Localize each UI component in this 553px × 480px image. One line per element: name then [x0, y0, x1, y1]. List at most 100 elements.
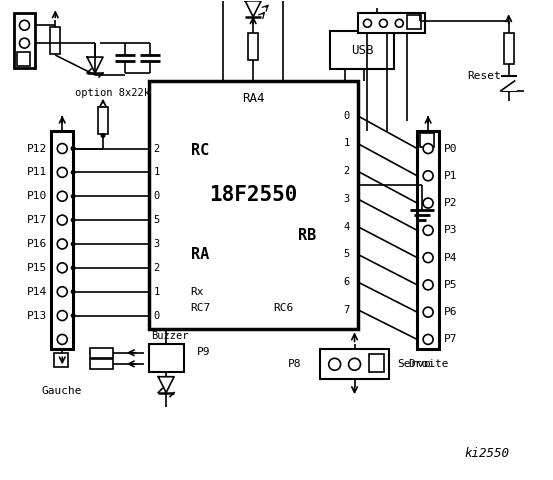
Circle shape — [58, 239, 67, 249]
Text: 5: 5 — [343, 249, 349, 259]
Circle shape — [19, 20, 29, 30]
Circle shape — [348, 358, 361, 370]
Text: 4: 4 — [343, 221, 349, 231]
Text: 3: 3 — [343, 194, 349, 204]
Circle shape — [71, 194, 76, 199]
Circle shape — [423, 280, 433, 290]
Text: 1: 1 — [154, 168, 160, 178]
Circle shape — [423, 198, 433, 208]
Text: 0: 0 — [154, 311, 160, 321]
Circle shape — [58, 144, 67, 154]
Text: P2: P2 — [444, 198, 457, 208]
Text: 3: 3 — [154, 239, 160, 249]
Text: P11: P11 — [27, 168, 48, 178]
Circle shape — [71, 146, 76, 151]
Circle shape — [71, 217, 76, 223]
Text: P17: P17 — [27, 215, 48, 225]
Circle shape — [71, 313, 76, 318]
Text: P13: P13 — [27, 311, 48, 321]
Text: 0: 0 — [343, 111, 349, 121]
Circle shape — [58, 192, 67, 201]
Circle shape — [423, 252, 433, 263]
Text: P8: P8 — [288, 359, 301, 369]
Text: 7: 7 — [343, 305, 349, 314]
Text: P4: P4 — [444, 252, 457, 263]
Text: USB: USB — [351, 44, 373, 57]
Circle shape — [71, 241, 76, 246]
Circle shape — [423, 307, 433, 317]
Text: P16: P16 — [27, 239, 48, 249]
Circle shape — [71, 289, 76, 294]
Text: P9: P9 — [197, 348, 210, 357]
Bar — [50, 27, 60, 54]
Circle shape — [363, 19, 372, 27]
Text: Gauche: Gauche — [42, 386, 82, 396]
Text: P7: P7 — [444, 335, 457, 345]
Text: 1: 1 — [154, 287, 160, 297]
Text: RC6: RC6 — [273, 302, 293, 312]
Bar — [51, 131, 73, 349]
Text: option 8x22k: option 8x22k — [75, 88, 150, 98]
Text: RA: RA — [190, 247, 208, 263]
Bar — [54, 353, 68, 367]
Text: 0: 0 — [154, 191, 160, 201]
Circle shape — [101, 133, 106, 138]
Circle shape — [58, 168, 67, 178]
Text: RB: RB — [298, 228, 316, 242]
Text: 2: 2 — [154, 144, 160, 154]
Text: Buzzer: Buzzer — [151, 331, 188, 341]
Circle shape — [71, 265, 76, 270]
Bar — [417, 131, 439, 349]
Text: RA4: RA4 — [242, 92, 264, 105]
Text: 2: 2 — [343, 166, 349, 176]
Bar — [17, 52, 30, 66]
Bar — [420, 132, 434, 146]
Text: P5: P5 — [444, 280, 457, 290]
Text: P6: P6 — [444, 307, 457, 317]
Text: P0: P0 — [444, 144, 457, 154]
Circle shape — [423, 226, 433, 235]
Bar — [407, 15, 421, 29]
Bar — [13, 13, 35, 68]
Circle shape — [71, 146, 76, 151]
Circle shape — [58, 287, 67, 297]
Bar — [330, 31, 394, 69]
Bar — [149, 81, 358, 329]
Text: RC: RC — [190, 143, 208, 158]
Text: Droite: Droite — [408, 359, 448, 369]
Text: Reset: Reset — [467, 71, 500, 81]
Bar — [90, 359, 113, 369]
Text: ki2550: ki2550 — [465, 447, 509, 460]
Text: P15: P15 — [27, 263, 48, 273]
Bar — [369, 354, 384, 372]
Circle shape — [58, 335, 67, 344]
Circle shape — [328, 358, 341, 370]
Text: P3: P3 — [444, 225, 457, 235]
Circle shape — [19, 38, 29, 48]
Bar — [149, 344, 184, 372]
Circle shape — [58, 215, 67, 225]
Text: RC7: RC7 — [190, 302, 211, 312]
Bar — [248, 33, 258, 60]
Text: Rx: Rx — [190, 287, 204, 297]
Text: P14: P14 — [27, 287, 48, 297]
Text: 2: 2 — [154, 263, 160, 273]
Circle shape — [423, 171, 433, 181]
Text: P12: P12 — [27, 144, 48, 154]
Text: 5: 5 — [154, 215, 160, 225]
Bar — [358, 13, 425, 33]
Circle shape — [71, 170, 76, 175]
Text: 1: 1 — [343, 138, 349, 148]
Bar — [98, 107, 108, 134]
Text: P1: P1 — [444, 171, 457, 181]
Circle shape — [58, 311, 67, 321]
Bar — [90, 348, 113, 358]
Text: P10: P10 — [27, 191, 48, 201]
Circle shape — [423, 335, 433, 344]
Circle shape — [423, 144, 433, 154]
Bar — [320, 349, 389, 379]
Text: 6: 6 — [343, 277, 349, 287]
Text: 18F2550: 18F2550 — [209, 185, 298, 205]
Circle shape — [379, 19, 387, 27]
Circle shape — [58, 263, 67, 273]
